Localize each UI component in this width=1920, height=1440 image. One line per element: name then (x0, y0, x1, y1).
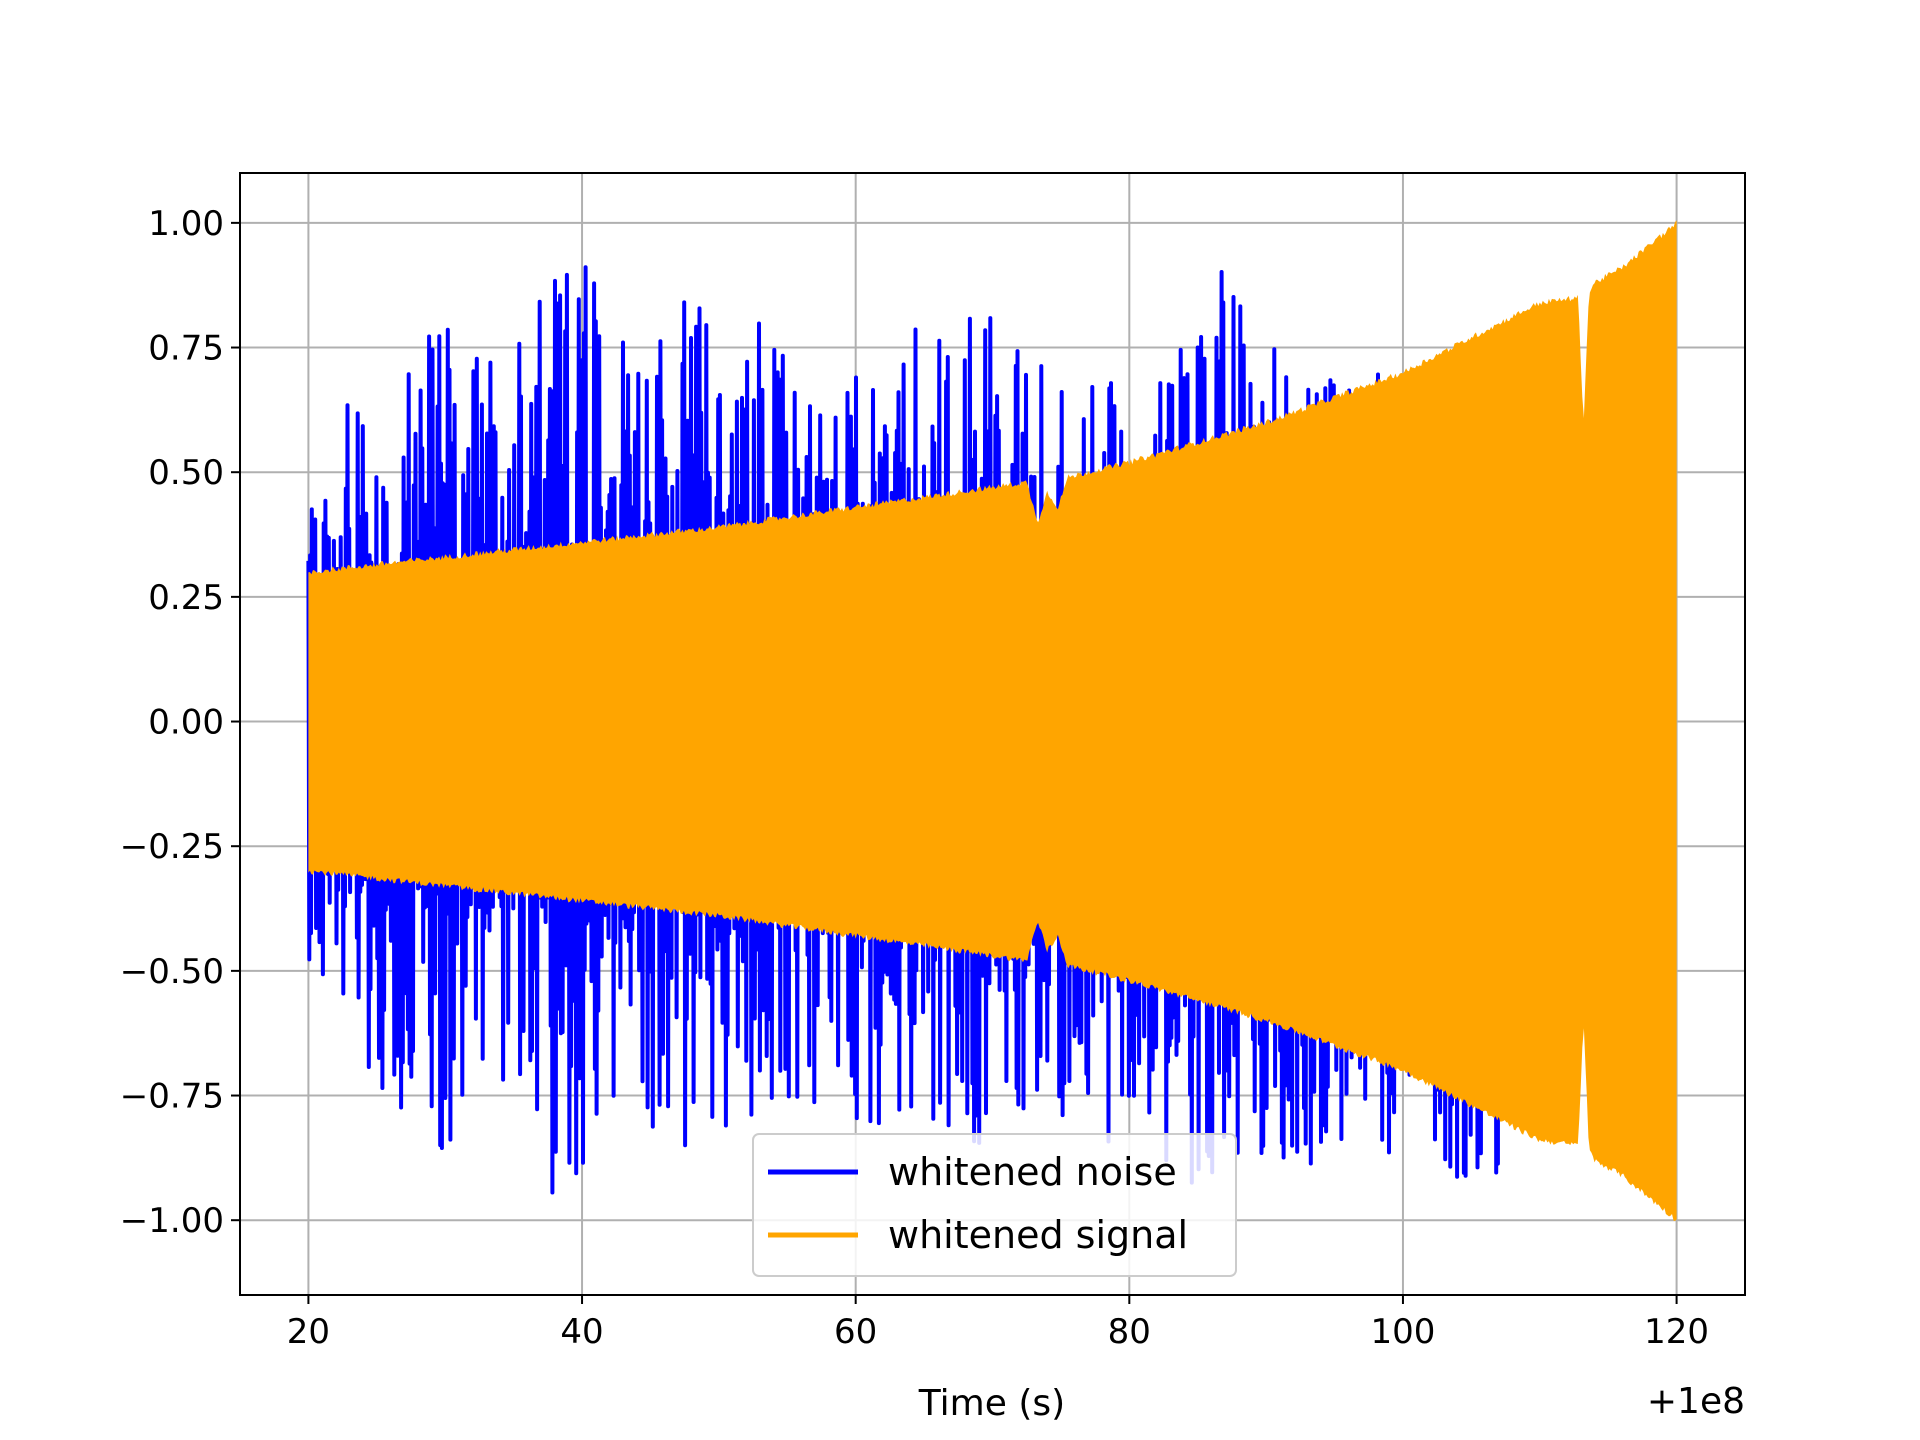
x-tick-label: 60 (834, 1312, 877, 1352)
legend-box (752, 1133, 1237, 1277)
y-tick-label: 0.00 (148, 703, 224, 743)
y-tick-label: 0.75 (148, 329, 224, 369)
y-tick-label: −0.75 (120, 1077, 224, 1117)
x-tick-label: 120 (1644, 1312, 1709, 1352)
x-tick-label: 40 (560, 1312, 603, 1352)
y-tick-label: −0.25 (120, 827, 224, 867)
x-axis-label: Time (s) (918, 1383, 1065, 1424)
x-axis-offset-label: +1e8 (1647, 1381, 1745, 1422)
legend: whitened noise whitened signal (752, 1133, 1237, 1277)
legend-label-whitened-signal: whitened signal (888, 1213, 1188, 1257)
x-tick-label: 100 (1371, 1312, 1436, 1352)
series-line-whitened-signal (308, 220, 1677, 1221)
y-tick-label: −1.00 (120, 1201, 224, 1241)
y-tick-label: 0.50 (148, 453, 224, 493)
plot-area (306, 220, 1677, 1221)
x-tick-label: 80 (1108, 1312, 1151, 1352)
y-tick-label: 0.25 (148, 578, 224, 618)
legend-label-whitened-noise: whitened noise (888, 1150, 1177, 1194)
x-tick-label: 20 (287, 1312, 330, 1352)
axis-ticks: 20 40 60 80 100 120 1.00 0.75 0.50 0.25 0.00 −0.25 −… (120, 204, 1709, 1352)
y-tick-label: −0.50 (120, 952, 224, 992)
y-tick-label: 1.00 (148, 204, 224, 244)
axes-frame (239, 172, 1746, 1296)
